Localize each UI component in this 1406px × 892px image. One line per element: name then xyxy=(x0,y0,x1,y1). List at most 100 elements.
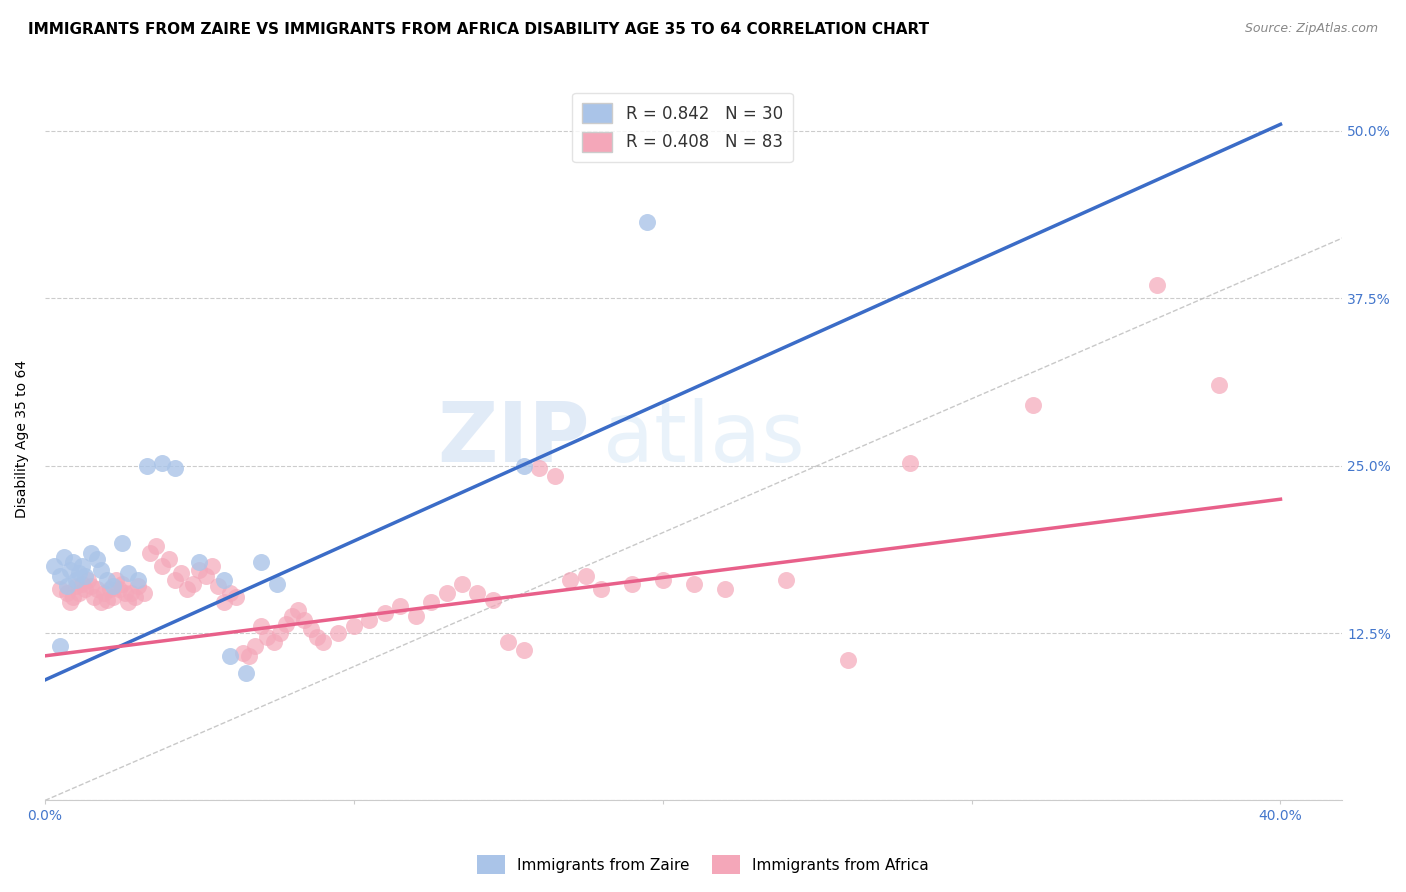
Point xyxy=(405,608,427,623)
Point xyxy=(620,576,643,591)
Point xyxy=(163,461,186,475)
Point xyxy=(451,576,474,591)
Point xyxy=(589,582,612,596)
Point xyxy=(62,555,84,569)
Point xyxy=(170,566,193,580)
Point xyxy=(139,546,162,560)
Point xyxy=(49,640,72,654)
Point xyxy=(343,619,366,633)
Text: ZIP: ZIP xyxy=(437,399,591,479)
Point xyxy=(207,579,229,593)
Point xyxy=(1146,277,1168,292)
Point xyxy=(111,576,134,591)
Legend: Immigrants from Zaire, Immigrants from Africa: Immigrants from Zaire, Immigrants from A… xyxy=(471,849,935,880)
Point xyxy=(59,595,82,609)
Point xyxy=(328,626,350,640)
Point xyxy=(163,573,186,587)
Point xyxy=(238,648,260,663)
Point xyxy=(90,563,112,577)
Point xyxy=(389,599,412,614)
Point xyxy=(127,579,149,593)
Point xyxy=(436,586,458,600)
Point xyxy=(117,595,139,609)
Point xyxy=(274,616,297,631)
Point xyxy=(98,582,121,596)
Point xyxy=(96,592,118,607)
Point xyxy=(250,555,273,569)
Y-axis label: Disability Age 35 to 64: Disability Age 35 to 64 xyxy=(15,359,30,518)
Point xyxy=(101,590,124,604)
Point xyxy=(124,590,146,604)
Point xyxy=(250,619,273,633)
Point xyxy=(96,573,118,587)
Point xyxy=(359,613,381,627)
Point xyxy=(232,646,254,660)
Point xyxy=(117,566,139,580)
Point xyxy=(201,559,224,574)
Point xyxy=(59,563,82,577)
Point xyxy=(132,586,155,600)
Point xyxy=(93,586,115,600)
Point xyxy=(75,582,97,596)
Point xyxy=(299,622,322,636)
Point xyxy=(70,559,93,574)
Point xyxy=(52,549,75,564)
Point xyxy=(651,573,673,587)
Point xyxy=(266,576,288,591)
Point xyxy=(67,586,90,600)
Point xyxy=(374,606,396,620)
Point xyxy=(294,613,316,627)
Point xyxy=(194,568,217,582)
Point xyxy=(636,215,658,229)
Point xyxy=(1022,399,1045,413)
Point xyxy=(219,586,242,600)
Point xyxy=(65,579,87,593)
Point xyxy=(682,576,704,591)
Point xyxy=(263,635,285,649)
Point xyxy=(127,573,149,587)
Point xyxy=(65,573,87,587)
Point xyxy=(527,461,550,475)
Point xyxy=(157,552,180,566)
Text: Source: ZipAtlas.com: Source: ZipAtlas.com xyxy=(1244,22,1378,36)
Point xyxy=(145,539,167,553)
Point xyxy=(150,456,173,470)
Point xyxy=(287,603,309,617)
Point xyxy=(212,595,235,609)
Point xyxy=(77,573,100,587)
Point xyxy=(135,458,157,473)
Point xyxy=(49,582,72,596)
Point xyxy=(713,582,735,596)
Point xyxy=(55,579,77,593)
Legend: R = 0.842   N = 30, R = 0.408   N = 83: R = 0.842 N = 30, R = 0.408 N = 83 xyxy=(572,93,793,162)
Point xyxy=(212,573,235,587)
Point xyxy=(482,592,505,607)
Point xyxy=(281,608,304,623)
Point xyxy=(543,469,565,483)
Point xyxy=(83,590,105,604)
Point xyxy=(55,586,77,600)
Point xyxy=(80,546,103,560)
Point xyxy=(498,635,520,649)
Point xyxy=(150,559,173,574)
Point xyxy=(269,626,291,640)
Point xyxy=(70,576,93,591)
Text: IMMIGRANTS FROM ZAIRE VS IMMIGRANTS FROM AFRICA DISABILITY AGE 35 TO 64 CORRELAT: IMMIGRANTS FROM ZAIRE VS IMMIGRANTS FROM… xyxy=(28,22,929,37)
Point xyxy=(512,458,534,473)
Point xyxy=(558,573,581,587)
Point xyxy=(188,563,211,577)
Point xyxy=(62,590,84,604)
Point xyxy=(86,582,108,596)
Point xyxy=(775,573,797,587)
Point xyxy=(512,643,534,657)
Point xyxy=(219,648,242,663)
Point xyxy=(188,555,211,569)
Point xyxy=(49,568,72,582)
Point xyxy=(120,586,142,600)
Point xyxy=(67,566,90,580)
Point xyxy=(837,653,859,667)
Point xyxy=(75,568,97,582)
Point xyxy=(243,640,266,654)
Point xyxy=(80,579,103,593)
Point xyxy=(467,586,489,600)
